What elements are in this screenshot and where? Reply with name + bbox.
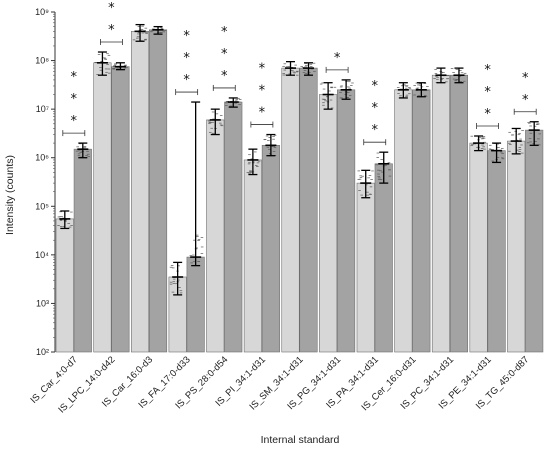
bar-series-2 [487,150,506,353]
bar-series-1 [431,74,451,353]
x-axis-title: Internal standard [261,434,340,446]
significance-star: * [522,71,529,86]
bar-series-2 [299,67,318,353]
bar-series-2 [224,101,243,353]
bar-series-1 [469,142,488,353]
significance-star: * [108,1,115,16]
bar-series-2 [261,145,280,353]
y-tick-label: 10⁹ [35,7,49,17]
bar-series-1 [319,94,338,353]
bar-series-2 [73,148,92,353]
significance-star: * [334,51,341,66]
significance-star: * [259,84,266,99]
y-tick-label: 10⁷ [36,104,49,114]
significance-star: * [221,25,228,40]
bar-series-2 [374,163,393,353]
significance-star: * [183,51,190,66]
bar-series-2 [186,256,205,353]
significance-star: * [484,107,491,122]
significance-star: * [221,69,228,84]
y-tick-label: 10⁴ [35,250,49,260]
y-axis-title: Intensity (counts) [4,155,16,235]
y-tick-label: 10⁸ [35,56,49,66]
significance-star: * [71,70,78,85]
bar-series-2 [337,89,356,353]
significance-star: * [371,79,378,94]
plot-area: 10²10³10⁴10⁵10⁶10⁷10⁸10⁹***IS_Car_4:0-d7… [28,1,544,416]
significance-star: * [371,123,378,138]
bar-series-2 [412,89,431,353]
significance-star: * [259,106,266,121]
significance-star: * [71,114,78,129]
y-tick-label: 10³ [36,298,49,308]
bar-series-1 [394,89,413,353]
bar-series-2 [111,66,130,353]
bar-series-1 [93,62,112,353]
bar-series-1 [130,31,150,353]
y-tick-label: 10⁵ [35,201,49,211]
significance-star: * [183,29,190,44]
significance-star: * [371,101,378,116]
bar-series-1 [356,182,375,353]
y-tick-label: 10⁶ [35,153,49,163]
bar-series-2 [148,29,168,353]
bar-series-1 [507,140,526,353]
bar-series-1 [281,67,300,353]
significance-star: * [484,63,491,78]
significance-star: * [522,93,529,108]
bar-series-2 [525,129,544,353]
bar-series-1 [55,218,74,353]
bar-series-1 [243,159,262,353]
bar-series-2 [449,74,469,353]
bar-series-1 [206,119,225,353]
significance-star: * [183,73,190,88]
y-tick-label: 10² [36,347,49,357]
significance-star: * [71,92,78,107]
significance-star: * [221,47,228,62]
significance-star: * [259,62,266,77]
significance-star: * [484,85,491,100]
significance-star: * [108,23,115,38]
